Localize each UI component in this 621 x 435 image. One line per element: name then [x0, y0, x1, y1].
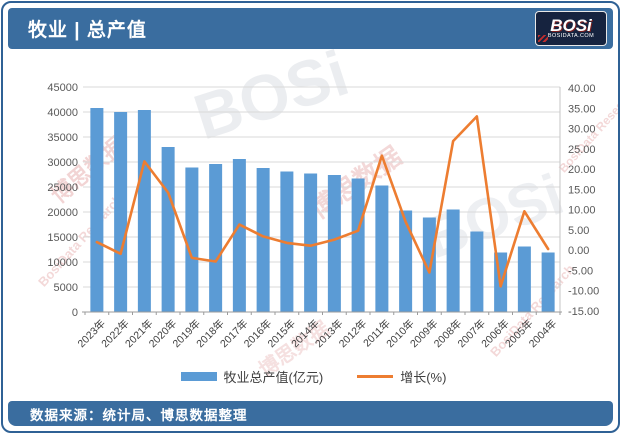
- right-axis-tick-label: 0.00: [568, 245, 589, 257]
- left-axis-tick-label: 0: [72, 307, 78, 319]
- logo-flag-icon: [538, 35, 548, 42]
- right-axis-tick-label: 30.00: [568, 124, 596, 136]
- bar: [446, 209, 460, 312]
- right-axis-tick-label: 35.00: [568, 103, 596, 115]
- bar: [161, 147, 175, 312]
- left-axis-tick-label: 15000: [47, 232, 78, 244]
- legend-label-line: 增长(%): [400, 369, 447, 385]
- left-axis-tick-label: 25000: [47, 182, 78, 194]
- bar: [399, 210, 413, 312]
- legend-item-line: 增长(%): [357, 367, 446, 386]
- right-axis-tick-label: -5.00: [568, 265, 593, 277]
- bar: [256, 168, 270, 312]
- bar: [422, 217, 436, 312]
- right-axis-tick-label: 20.00: [568, 164, 596, 176]
- legend-label-bars: 牧业总产值(亿元): [223, 369, 324, 385]
- right-axis-tick-label: -15.00: [568, 306, 599, 318]
- data-source-text: 数据来源：统计局、博思数据整理: [30, 407, 248, 423]
- line-swatch-icon: [357, 374, 394, 378]
- bar-swatch-icon: [180, 371, 217, 381]
- chart-canvas: 0 5000 10000 15000 20000 25000 30000 35000 40000…: [47, 82, 599, 350]
- footer-band: 数据来源：统计局、博思数据整理: [8, 401, 613, 426]
- bar: [470, 231, 484, 312]
- chart-legend: 牧业总产值(亿元) 增长(%): [3, 365, 618, 387]
- page-title: 牧业 | 总产值: [28, 20, 147, 41]
- right-axis-tick-label: 25.00: [568, 144, 596, 156]
- bar: [114, 112, 128, 312]
- bar: [232, 159, 246, 312]
- header-band: 牧业 | 总产值 BOSi BOSIDATA.COM: [8, 8, 613, 49]
- left-axis-tick-label: 5000: [54, 282, 78, 294]
- right-axis-tick-label: 5.00: [568, 225, 589, 237]
- bar: [327, 175, 341, 312]
- left-axis-tick-label: 35000: [47, 132, 78, 144]
- right-axis-tick-label: -10.00: [568, 286, 599, 298]
- left-axis-tick-label: 45000: [47, 82, 78, 94]
- bar: [137, 110, 151, 312]
- bar: [90, 108, 104, 312]
- left-axis-tick-label: 20000: [47, 207, 78, 219]
- logo-subtext: BOSIDATA.COM: [547, 32, 595, 39]
- legend-item-bars: 牧业总产值(亿元): [180, 367, 324, 386]
- left-axis-tick-label: 30000: [47, 157, 78, 169]
- bar: [304, 173, 318, 312]
- bar: [209, 164, 223, 312]
- right-axis-tick-label: 10.00: [568, 205, 596, 217]
- bar: [375, 185, 389, 312]
- growth-line: [95, 115, 550, 288]
- bar: [351, 178, 365, 312]
- chart-area: 0 5000 10000 15000 20000 25000 30000 35000 40000…: [3, 50, 618, 363]
- right-axis-tick-label: 40.00: [568, 83, 596, 95]
- bar: [541, 252, 555, 312]
- logo-text: BOSi: [550, 15, 592, 35]
- bar: [517, 246, 531, 312]
- left-axis-tick-label: 10000: [47, 257, 78, 269]
- bar: [185, 167, 199, 312]
- right-axis-tick-label: 15.00: [568, 184, 596, 196]
- bosi-logo: BOSi BOSIDATA.COM: [535, 11, 607, 46]
- left-axis-tick-label: 40000: [47, 107, 78, 119]
